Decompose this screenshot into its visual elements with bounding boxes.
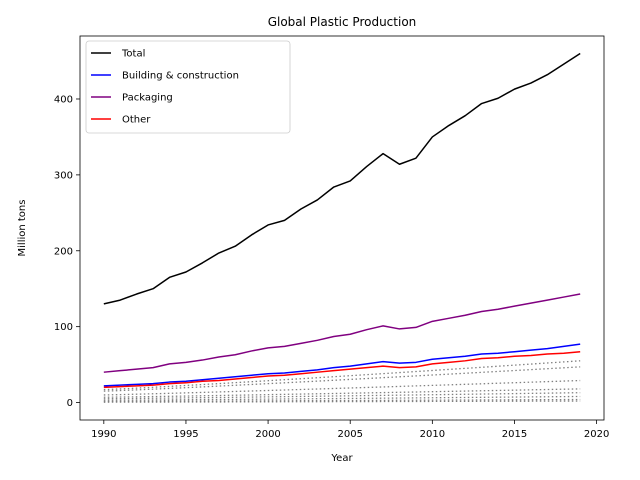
y-tick-label: 0	[67, 398, 73, 409]
minor-series-line-5	[103, 392, 581, 400]
x-tick-label: 2010	[420, 429, 445, 440]
legend-label-3: Packaging	[122, 93, 173, 104]
y-axis-label: Million tons	[17, 200, 28, 257]
minor-series-line-7	[103, 398, 581, 403]
x-tick-label: 1995	[173, 429, 198, 440]
series-line-2	[103, 343, 581, 387]
y-tick-label: 100	[54, 322, 73, 333]
series-line-1	[103, 52, 581, 305]
x-tick-label: 2020	[584, 429, 609, 440]
legend-label-2: Building & construction	[122, 71, 239, 82]
x-axis: 1990 1995 2000 2005 2010 2015 2020	[91, 420, 609, 440]
x-tick-label: 2000	[255, 429, 280, 440]
legend-label-1: Total	[121, 49, 145, 60]
legend-box	[85, 40, 291, 134]
minor-series-line-4	[103, 388, 581, 398]
plot-area	[103, 52, 581, 403]
chart-title: Global Plastic Production	[268, 15, 417, 29]
minor-series-line-6	[103, 395, 581, 401]
x-tick-label: 2015	[502, 429, 527, 440]
y-axis: 0 100 200 300 400	[54, 94, 80, 409]
minor-series-line-2	[103, 366, 581, 392]
y-tick-label: 400	[54, 94, 73, 105]
y-tick-label: 300	[54, 170, 73, 181]
legend-label-4: Other	[122, 115, 151, 126]
minor-series-line-8	[103, 400, 581, 403]
x-axis-label: Year	[330, 453, 353, 464]
x-tick-label: 1990	[91, 429, 116, 440]
series-line-4	[103, 350, 581, 389]
x-tick-label: 2005	[337, 429, 362, 440]
y-tick-label: 200	[54, 246, 73, 257]
minor-series-line-1	[103, 360, 581, 391]
axes-frame	[79, 35, 605, 421]
series-line-3	[103, 293, 581, 373]
legend: Total Building & construction Packaging Oth…	[85, 40, 291, 134]
minor-series-line-3	[103, 379, 581, 396]
